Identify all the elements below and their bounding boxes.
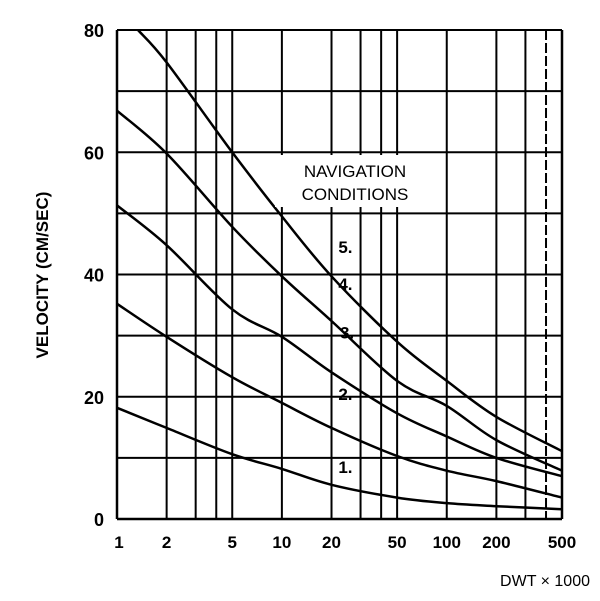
annotation-line-1: NAVIGATION <box>304 162 406 181</box>
y-tick-label: 40 <box>84 266 104 286</box>
x-tick-label: 5 <box>228 533 237 552</box>
y-tick-label: 20 <box>84 388 104 408</box>
x-tick-label: 1 <box>114 533 123 552</box>
curve-labels: 1. 2. 3. 4. 5. <box>338 238 354 477</box>
x-tick-label: 500 <box>548 533 576 552</box>
y-tick-label: 80 <box>84 21 104 41</box>
grid <box>115 29 564 521</box>
tick-labels: 0 20 40 60 80 1 2 5 10 20 50 100 200 500 <box>84 21 576 552</box>
annotation-line-2: CONDITIONS <box>302 185 409 204</box>
series-5-label: 5. <box>338 238 352 257</box>
series-4-label: 4. <box>338 275 352 294</box>
series-5-line <box>137 29 563 453</box>
series-1-label: 1. <box>338 458 352 477</box>
x-tick-label: 2 <box>162 533 171 552</box>
x-tick-label: 100 <box>433 533 461 552</box>
x-tick-label: 200 <box>482 533 510 552</box>
y-tick-label: 60 <box>84 143 104 163</box>
x-axis-label: DWT × 1000 <box>500 573 590 590</box>
series-1-line <box>116 406 563 511</box>
y-axis-label: VELOCITY (CM/SEC) <box>33 192 52 359</box>
series-4-line <box>116 109 563 472</box>
x-tick-label: 20 <box>322 533 341 552</box>
annotation-background <box>275 155 435 207</box>
series-2-line <box>116 302 563 499</box>
curves <box>116 29 563 511</box>
series-3-line <box>116 204 563 478</box>
x-tick-label: 50 <box>388 533 407 552</box>
series-3-label: 3. <box>340 324 354 343</box>
series-2-label: 2. <box>338 385 352 404</box>
x-tick-label: 10 <box>272 533 291 552</box>
y-tick-label: 0 <box>94 510 104 530</box>
